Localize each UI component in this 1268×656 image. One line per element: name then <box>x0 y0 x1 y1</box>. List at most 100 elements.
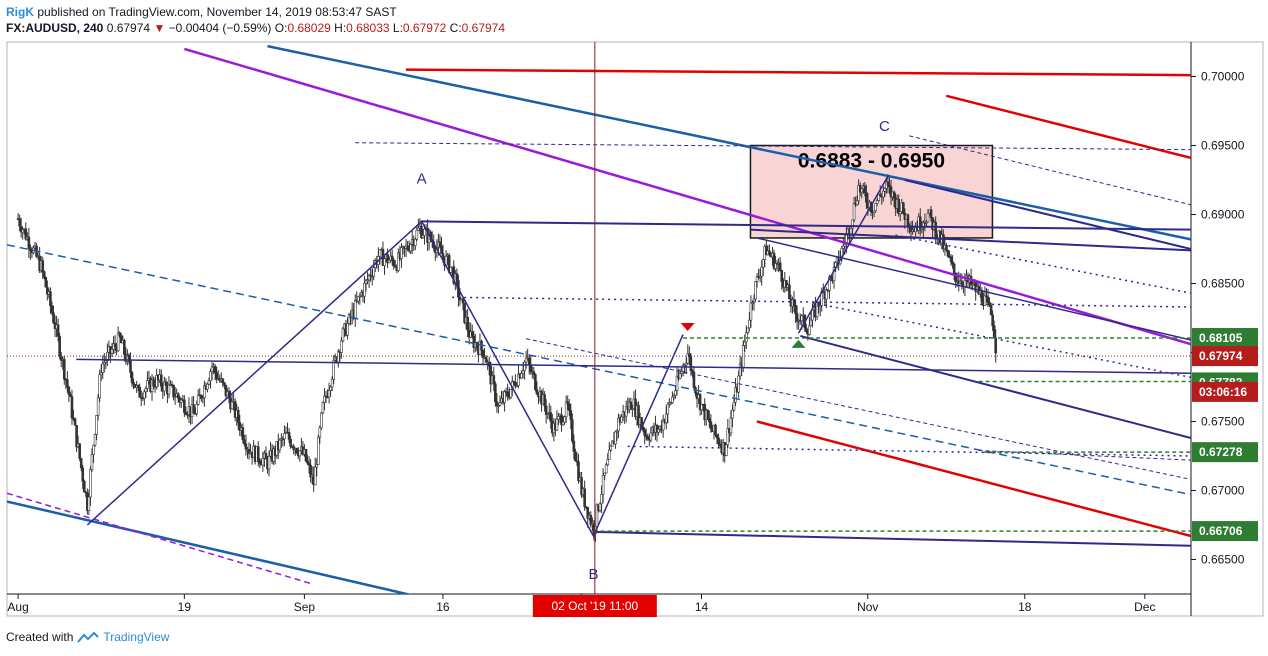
countdown-label: 03:06:16 <box>1199 385 1247 399</box>
candle-body <box>680 371 683 374</box>
candle-body <box>406 245 409 250</box>
trendline-blue-bottom-channel <box>7 500 413 594</box>
candle-body <box>173 396 177 398</box>
candle-body <box>196 394 200 405</box>
candle-body <box>423 228 426 236</box>
candle-body <box>952 263 956 274</box>
candle-body <box>718 443 722 446</box>
candle-body <box>715 434 719 439</box>
candle-body <box>515 385 519 387</box>
candle-body <box>863 185 867 194</box>
x-tick-label: 16 <box>436 600 450 614</box>
tradingview-logo-icon <box>77 631 100 643</box>
candle-body <box>920 227 924 230</box>
candle-body <box>136 385 140 388</box>
candle-body <box>49 291 52 306</box>
last-price: 0.67974 <box>106 21 151 35</box>
x-tick-label: 14 <box>695 600 709 614</box>
candle-body <box>607 449 611 460</box>
price-change: −0.00404 (−0.59%) <box>168 21 272 35</box>
candle-body <box>631 408 634 411</box>
candle-body <box>146 380 149 389</box>
candle-body <box>751 302 754 304</box>
candle-body <box>629 401 633 410</box>
candle-body <box>438 241 442 247</box>
candle-body <box>865 192 868 203</box>
candle-body <box>104 360 108 363</box>
candlestick-chart[interactable]: 0.6883 - 0.6950 0.66500 0.67000 0.67500 0.6… <box>0 0 1268 630</box>
candle-body <box>233 400 237 418</box>
candle-body <box>440 246 443 254</box>
candle-body <box>566 401 570 405</box>
candle-body <box>420 225 423 239</box>
candle-body <box>755 276 759 282</box>
candle-body <box>96 397 100 416</box>
candle-body <box>84 491 88 494</box>
wave-label-b: B <box>588 566 598 583</box>
trendline-dotted-fan-1 <box>895 234 1191 294</box>
candle-body <box>772 252 776 269</box>
candle-body <box>643 429 646 436</box>
candle-body <box>123 340 126 355</box>
ohlc-line: FX:AUDUSD, 240 0.67974 ▼ −0.00404 (−0.59… <box>6 20 505 36</box>
tradingview-brand[interactable]: TradingView <box>103 630 170 644</box>
candle-body <box>841 245 845 249</box>
candle-body <box>717 437 720 445</box>
candle-body <box>44 277 48 288</box>
candle-body <box>346 323 349 336</box>
candle-body <box>617 417 620 432</box>
candle-body <box>278 439 282 451</box>
candle-body <box>805 327 808 332</box>
symbol-label[interactable]: FX:AUDUSD, 240 <box>6 21 104 35</box>
trendline-navy-support-b <box>593 530 1191 547</box>
candle-body <box>706 409 710 420</box>
candle-body <box>714 424 717 436</box>
candle-body <box>601 475 605 495</box>
candle-body <box>316 436 320 465</box>
candle-body <box>332 360 335 380</box>
close-value: 0.67974 <box>461 21 506 35</box>
wave-label-a: A <box>417 170 427 187</box>
candle-body <box>481 349 485 358</box>
candle-body <box>92 444 95 455</box>
candle-body <box>42 271 46 278</box>
candle-body <box>309 464 312 478</box>
candle-body <box>688 353 691 358</box>
candle-body <box>785 280 788 288</box>
candle-body <box>877 194 881 201</box>
candle-body <box>906 214 910 226</box>
candle-body <box>600 494 603 505</box>
high-label: H: <box>334 21 347 35</box>
candle-body <box>113 343 117 347</box>
candle-body <box>506 391 509 397</box>
candle-body <box>988 302 991 306</box>
trendline-purple-trend <box>183 47 1191 346</box>
candle-body <box>70 396 74 419</box>
chart-footer: Created with TradingView <box>6 630 169 644</box>
candle-body <box>661 419 665 431</box>
candle-body <box>795 313 799 322</box>
y-tick-label: 0.70000 <box>1201 70 1245 84</box>
candle-body <box>320 412 323 429</box>
candle-body <box>261 458 265 466</box>
candle-body <box>215 372 218 380</box>
trendline-red-short-upper <box>945 94 1191 160</box>
candle-body <box>681 365 685 372</box>
author-name[interactable]: RigK <box>6 5 34 19</box>
candle-body <box>340 340 343 353</box>
candle-body <box>818 305 822 308</box>
candle-body <box>315 464 319 468</box>
candle-body <box>543 394 546 407</box>
candle-body <box>329 386 332 391</box>
candle-body <box>598 503 602 511</box>
candle-body <box>729 417 733 434</box>
candle-body <box>698 394 702 411</box>
candle-body <box>832 267 836 282</box>
x-tick-label: Dec <box>1134 600 1155 614</box>
candle-body <box>130 372 134 383</box>
candle-body <box>589 515 593 526</box>
candle-body <box>689 356 693 371</box>
candle-body <box>646 436 650 440</box>
candle-body <box>330 378 334 388</box>
candle-body <box>341 328 345 342</box>
